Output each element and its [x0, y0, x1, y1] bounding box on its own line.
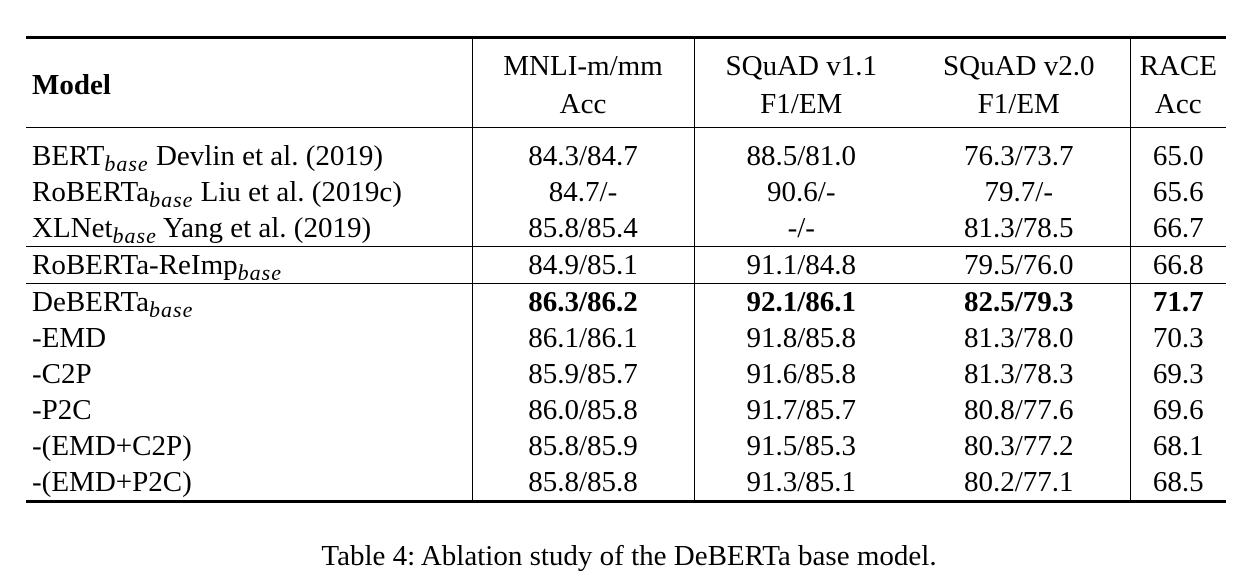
model-name-cell: -EMD	[26, 320, 473, 356]
table-caption: Table 4: Ablation study of the DeBERTa b…	[321, 540, 937, 572]
model-name-cell: XLNetbase Yang et al. (2019)	[26, 210, 473, 248]
header-squad20: SQuAD v2.0 F1/EM	[908, 36, 1131, 128]
mnli-cell: 86.0/85.8	[472, 392, 695, 428]
squad11-cell: 91.5/85.3	[746, 430, 857, 462]
squad11-cell: 88.5/81.0	[746, 140, 857, 172]
table-row: -(EMD+P2C) 85.8/85.8 91.3/85.1 80.2/77.1…	[26, 464, 1226, 503]
model-name-cell: -P2C	[26, 392, 473, 428]
mnli-cell: 86.3/86.2	[472, 283, 695, 320]
race-cell: 71.7	[1130, 283, 1226, 320]
race-cell: 68.5	[1130, 464, 1226, 503]
header-squad11-metric: F1/EM	[760, 88, 843, 120]
header-squad11: SQuAD v1.1 F1/EM	[694, 36, 908, 128]
ablation-table: Model MNLI-m/mm Acc SQuAD v1.1 F1/EM SQu…	[26, 36, 1226, 503]
model-name: RoBERTa-ReImp	[32, 249, 238, 281]
race-cell: 66.7	[1152, 212, 1204, 244]
model-name: -(EMD+P2C)	[32, 466, 192, 498]
race-cell: 69.6	[1152, 394, 1204, 426]
model-name-cell: RoBERTabase Liu et al. (2019c)	[26, 174, 473, 212]
squad11-cell: 91.6/85.8	[746, 358, 857, 390]
header-race: RACE Acc	[1130, 36, 1226, 128]
table-row: BERTbase Devlin et al. (2019) 84.3/84.7 …	[26, 127, 1226, 176]
model-name-cell: BERTbase Devlin et al. (2019)	[26, 127, 473, 176]
squad11-cell: 91.1/84.8	[694, 246, 908, 284]
race-cell: 65.6	[1152, 176, 1204, 208]
ablation-table-container: Model MNLI-m/mm Acc SQuAD v1.1 F1/EM SQu…	[26, 36, 1226, 503]
model-name: -EMD	[32, 322, 107, 354]
squad20-cell: 76.3/73.7	[908, 127, 1131, 174]
model-subscript: base	[149, 297, 194, 322]
mnli-cell: 84.7/-	[472, 174, 695, 210]
table-row: -(EMD+C2P) 85.8/85.9 91.5/85.3 80.3/77.2…	[26, 428, 1226, 464]
model-name-cell: -(EMD+C2P)	[26, 428, 473, 464]
header-race-metric: Acc	[1154, 88, 1202, 120]
model-name: RoBERTa	[32, 176, 150, 208]
squad20-cell: 79.5/76.0	[908, 246, 1131, 284]
table-row: -C2P 85.9/85.7 91.6/85.8 81.3/78.3 69.3	[26, 356, 1226, 392]
header-squad20-title: SQuAD v2.0	[943, 50, 1095, 82]
squad11-cell: 90.6/-	[767, 176, 836, 208]
table-row: RoBERTabase Liu et al. (2019c) 84.7/- 90…	[26, 174, 1226, 212]
model-subscript: base	[104, 151, 149, 176]
header-mnli-title: MNLI-m/mm	[503, 50, 663, 82]
table-row: -P2C 86.0/85.8 91.7/85.7 80.8/77.6 69.6	[26, 392, 1226, 428]
model-subscript: base	[237, 260, 282, 285]
model-name: BERT	[32, 140, 105, 172]
squad11-cell: 91.8/85.8	[746, 322, 857, 354]
squad11-cell: 92.1/86.1	[694, 283, 908, 320]
model-name-cell: DeBERTabase	[26, 283, 473, 322]
squad20-cell: 81.3/78.0	[908, 320, 1131, 356]
model-name: -P2C	[32, 394, 92, 426]
model-name: XLNet	[32, 212, 113, 244]
mnli-cell: 85.8/85.4	[472, 210, 695, 247]
table-header: Model MNLI-m/mm Acc SQuAD v1.1 F1/EM SQu…	[26, 36, 1226, 128]
squad20-cell: 82.5/79.3	[908, 283, 1131, 320]
mnli-cell: 85.8/85.9	[472, 428, 695, 464]
table-body: BERTbase Devlin et al. (2019) 84.3/84.7 …	[26, 127, 1226, 503]
race-cell: 69.3	[1152, 358, 1204, 390]
squad11-cell: -/-	[787, 212, 815, 244]
mnli-cell: 84.3/84.7	[472, 127, 695, 174]
squad20-cell: 81.3/78.5	[908, 210, 1131, 247]
table-row: RoBERTa-ReImpbase 84.9/85.1 91.1/84.8 79…	[26, 246, 1226, 285]
model-subscript: base	[112, 223, 157, 248]
race-cell: 70.3	[1152, 322, 1204, 354]
model-citation: Yang et al. (2019)	[156, 212, 372, 244]
table-row: -EMD 86.1/86.1 91.8/85.8 81.3/78.0 70.3	[26, 320, 1226, 356]
model-citation: Devlin et al. (2019)	[148, 140, 384, 172]
header-squad20-metric: F1/EM	[977, 88, 1060, 120]
mnli-cell: 85.8/85.8	[472, 464, 695, 503]
table-row: XLNetbase Yang et al. (2019) 85.8/85.4 -…	[26, 210, 1226, 247]
race-cell: 68.1	[1152, 430, 1204, 462]
squad11-cell: 91.3/85.1	[694, 464, 908, 503]
header-mnli-metric: Acc	[559, 88, 607, 120]
header-model: Model	[26, 36, 473, 128]
model-name: -(EMD+C2P)	[32, 430, 192, 462]
model-name-cell: -(EMD+P2C)	[26, 464, 473, 503]
squad20-cell: 80.8/77.6	[908, 392, 1131, 428]
header-squad11-title: SQuAD v1.1	[725, 50, 877, 82]
header-mnli: MNLI-m/mm Acc	[472, 36, 695, 128]
squad20-cell: 80.2/77.1	[908, 464, 1131, 503]
table-row-best: DeBERTabase 86.3/86.2 92.1/86.1 82.5/79.…	[26, 283, 1226, 322]
race-cell: 65.0	[1152, 140, 1204, 172]
squad20-cell: 79.7/-	[908, 174, 1131, 210]
squad11-cell: 91.7/85.7	[746, 394, 857, 426]
mnli-cell: 84.9/85.1	[472, 246, 695, 284]
model-subscript: base	[149, 187, 194, 212]
header-race-title: RACE	[1139, 50, 1217, 82]
squad20-cell: 80.3/77.2	[908, 428, 1131, 464]
squad20-cell: 81.3/78.3	[908, 356, 1131, 392]
model-name-cell: RoBERTa-ReImpbase	[26, 246, 473, 285]
model-citation: Liu et al. (2019c)	[193, 176, 402, 208]
model-name-cell: -C2P	[26, 356, 473, 392]
race-cell: 66.8	[1130, 246, 1226, 284]
mnli-cell: 86.1/86.1	[472, 320, 695, 356]
mnli-cell: 85.9/85.7	[472, 356, 695, 392]
model-name: -C2P	[32, 358, 92, 390]
model-name: DeBERTa	[32, 286, 150, 318]
